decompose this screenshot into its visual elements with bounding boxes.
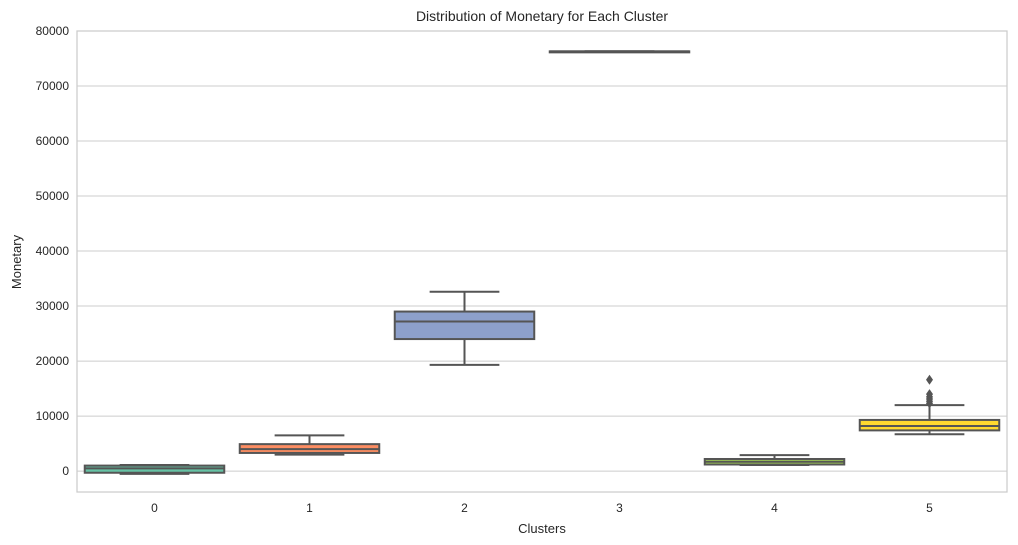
y-tick-label: 50000 — [36, 189, 70, 203]
plot-area — [76, 30, 1008, 493]
y-tick-label: 80000 — [36, 24, 70, 38]
y-tick-label: 30000 — [36, 299, 70, 313]
x-axis-label: Clusters — [518, 521, 566, 536]
x-tick-label: 5 — [926, 501, 933, 515]
box-cluster-1 — [238, 434, 381, 456]
y-tick-label: 10000 — [36, 409, 70, 423]
box-cluster-0 — [83, 464, 226, 475]
box-cluster-3 — [548, 50, 691, 54]
x-tick-label: 3 — [616, 501, 623, 515]
box-cluster-5 — [858, 374, 1001, 436]
grid-lines — [77, 30, 1007, 472]
box-cluster-2 — [393, 290, 536, 366]
y-tick-label: 60000 — [36, 134, 70, 148]
x-tick-label: 4 — [771, 501, 778, 515]
x-tick-label: 0 — [151, 501, 158, 515]
outlier-point — [926, 389, 933, 400]
outlier-point — [926, 374, 933, 385]
x-tick-label: 1 — [306, 501, 313, 515]
box-series — [83, 50, 1001, 475]
y-axis-label: Monetary — [9, 234, 24, 289]
x-tick-labels: 0 1 2 3 4 5 — [151, 501, 933, 515]
y-tick-label: 0 — [62, 464, 69, 478]
y-tick-label: 20000 — [36, 354, 70, 368]
x-tick-label: 2 — [461, 501, 468, 515]
box-iqr — [393, 310, 536, 341]
y-tick-labels: 0 10000 20000 30000 40000 50000 60000 70000 8000… — [36, 24, 70, 478]
y-tick-label: 70000 — [36, 79, 70, 93]
box-cluster-4 — [703, 454, 846, 467]
chart-title: Distribution of Monetary for Each Cluste… — [416, 8, 668, 24]
y-tick-label: 40000 — [36, 244, 70, 258]
